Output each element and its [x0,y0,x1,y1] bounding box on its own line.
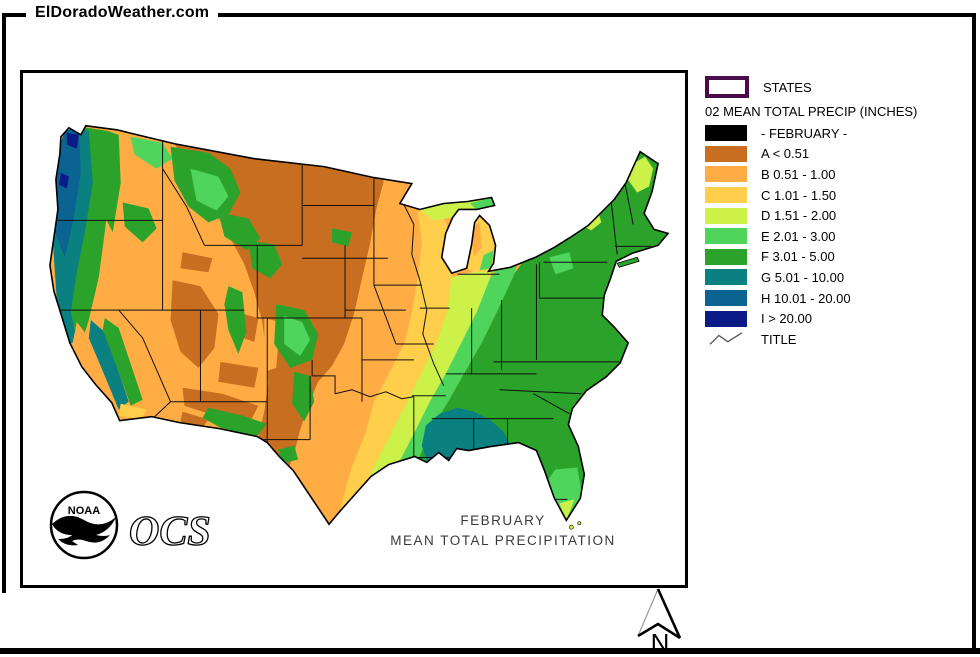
page-border-bottom [0,648,980,654]
map-panel: NOAA OCS FEBRUARY MEAN TOTAL PRECIPITATI… [20,70,688,588]
site-title: ElDoradoWeather.com [26,4,219,22]
legend-swatch-g [705,269,747,286]
legend: STATES 02 MEAN TOTAL PRECIP (INCHES) - F… [705,75,973,350]
legend-item: A < 0.51 [705,144,973,165]
legend-title-label: TITLE [761,331,797,347]
noaa-logo: NOAA [49,490,119,560]
legend-label: I > 20.00 [761,311,812,327]
legend-header: 02 MEAN TOTAL PRECIP (INCHES) [705,104,918,119]
legend-item: G 5.01 - 10.00 [705,267,973,288]
ocs-logo: OCS [128,508,211,555]
legend-swatch-b [705,166,747,183]
legend-item: E 2.01 - 3.00 [705,226,973,247]
legend-swatch-month [705,125,747,142]
us-precipitation-map [49,124,670,530]
us-outline [49,124,670,526]
long-island [616,256,640,268]
map-caption: FEBRUARY MEAN TOTAL PRECIPITATION [333,511,673,551]
page-border-left [2,13,6,593]
legend-swatch-d [705,207,747,224]
legend-item: H 10.01 - 20.00 [705,288,973,309]
legend-label: C 1.01 - 1.50 [761,187,837,203]
states-swatch [705,76,749,98]
noaa-logo-text: NOAA [68,505,100,517]
title-line-icon [709,332,743,346]
noaa-bird-icon [52,515,116,546]
legend-swatch-i [705,310,747,327]
legend-label: B 0.51 - 1.00 [761,166,836,182]
map-caption-line2: MEAN TOTAL PRECIPITATION [390,533,616,548]
legend-item: - FEBRUARY - [705,123,973,144]
page-border-right [972,13,976,650]
legend-label: H 10.01 - 20.00 [761,290,851,306]
legend-item: B 0.51 - 1.00 [705,164,973,185]
north-label: N [651,628,670,654]
florida-keys [577,521,582,526]
page-border-top [2,13,976,17]
legend-swatch-a [705,145,747,162]
legend-swatch-c [705,187,747,204]
legend-swatch-h [705,290,747,307]
legend-label: - FEBRUARY - [761,125,848,141]
legend-label: A < 0.51 [761,146,810,162]
legend-swatch-f [705,248,747,265]
legend-label: D 1.51 - 2.00 [761,208,837,224]
legend-title-row: TITLE [705,329,973,350]
legend-label: G 5.01 - 10.00 [761,269,845,285]
florida-keys [569,524,574,530]
legend-item: C 1.01 - 1.50 [705,185,973,206]
legend-item: I > 20.00 [705,308,973,329]
legend-states-row: STATES [705,75,973,99]
legend-swatch-e [705,228,747,245]
precip-regions [49,125,669,525]
legend-item: D 1.51 - 2.00 [705,205,973,226]
legend-label: E 2.01 - 3.00 [761,228,836,244]
legend-item: F 3.01 - 5.00 [705,247,973,268]
map-caption-line1: FEBRUARY [460,513,546,528]
ocs-logo-text: OCS [129,509,211,555]
states-label: STATES [763,79,812,95]
north-arrow: N [637,588,682,654]
legend-label: F 3.01 - 5.00 [761,249,835,265]
